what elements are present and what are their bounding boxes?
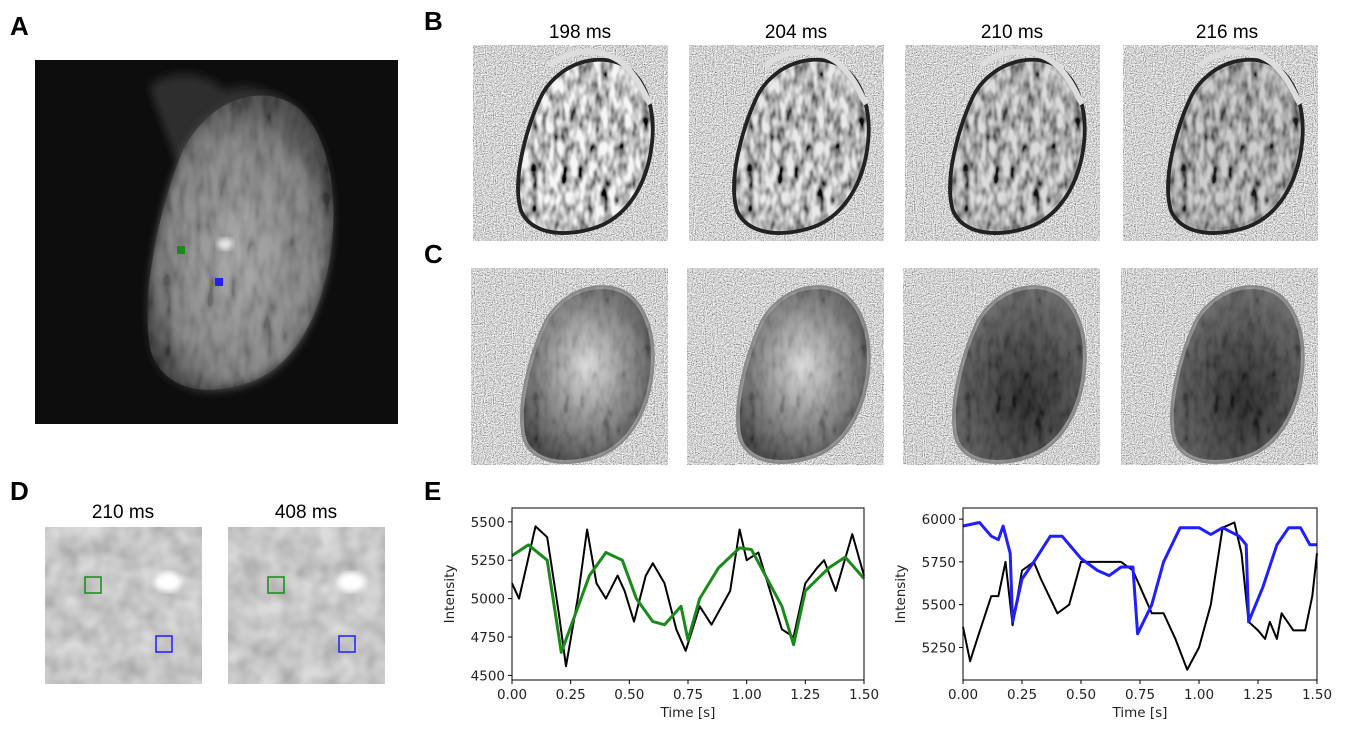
y-tick-label: 4500: [471, 668, 505, 684]
y-tick-label: 6000: [922, 512, 956, 528]
y-tick-label: 5750: [922, 555, 956, 571]
frame-title: 210 ms: [981, 22, 1043, 43]
frame-title: 216 ms: [1196, 22, 1258, 43]
x-tick-label: 0.25: [556, 687, 586, 703]
heart-top: [1197, 48, 1303, 106]
frame-title: 210 ms: [92, 502, 154, 523]
x-tick-label: 0.00: [948, 687, 978, 703]
panel-e: 0.00 0.25 0.50 0.75 1.00 1.25 1.50 4500 4750 5000…: [442, 507, 1332, 721]
axes-frame: [962, 507, 1318, 681]
frame-image: [1121, 268, 1318, 465]
heart-shape: [147, 74, 334, 390]
texture: [228, 527, 385, 684]
x-tick-label: 0.50: [614, 687, 644, 703]
panel-label: B: [424, 6, 443, 36]
x-tick-label: 0.50: [1066, 687, 1096, 703]
y-tick-label: 5250: [471, 553, 505, 569]
x-tick-label: 1.25: [790, 687, 820, 703]
x-tick-label: 0.25: [1007, 687, 1037, 703]
zoom-image: [228, 527, 385, 684]
zoom-image: [45, 527, 202, 684]
y-axis-label: Intensity: [442, 565, 458, 624]
panel-label: A: [10, 11, 29, 41]
panel-d: 210 ms 408 ms: [45, 502, 385, 684]
x-tick-label: 1.00: [732, 687, 762, 703]
heart-shape: [952, 48, 1085, 231]
frame-image: [687, 268, 884, 465]
roi-green: [267, 576, 285, 594]
bright-spot: [217, 238, 233, 250]
x-tick-label: 0.75: [1125, 687, 1155, 703]
bright-spot: [154, 572, 182, 592]
x-tick-label: 1.50: [849, 687, 879, 703]
x-tick-label: 0.75: [673, 687, 703, 703]
frame-title: 198 ms: [549, 22, 611, 43]
heart-image: [35, 60, 398, 424]
x-tick-label: 1.50: [1302, 687, 1332, 703]
texture: [45, 527, 202, 684]
x-tick-label: 1.00: [1184, 687, 1214, 703]
bright-spot: [337, 572, 365, 592]
x-tick-label: 1.25: [1243, 687, 1273, 703]
heart-shape: [736, 48, 869, 231]
data-line: [511, 543, 866, 654]
y-tick-label: 5250: [922, 640, 956, 656]
y-axis-label: Intensity: [893, 565, 909, 624]
heart-top: [763, 48, 869, 106]
roi-marker-green: [177, 246, 185, 254]
frame-title: 408 ms: [275, 502, 337, 523]
frame-image: [903, 268, 1100, 465]
frame-title: 204 ms: [765, 22, 827, 43]
roi-marker-blue: [215, 278, 223, 286]
frame-image: [689, 45, 884, 241]
y-tick-label: 4750: [471, 630, 505, 646]
frame-image: [473, 45, 668, 241]
panel-label: C: [424, 239, 443, 269]
roi-green: [84, 576, 102, 594]
data-line: [962, 521, 1318, 671]
frame-image: [1123, 45, 1318, 241]
roi-blue: [338, 635, 356, 653]
heart-top: [547, 48, 653, 106]
y-tick-label: 5500: [922, 598, 956, 614]
data-line: [962, 521, 1317, 636]
frame-image: [471, 268, 668, 465]
y-tick-label: 5500: [471, 515, 505, 531]
x-axis-label: Time [s]: [660, 705, 716, 721]
heart-shape: [520, 48, 653, 231]
heart-top: [979, 48, 1085, 106]
panel-b: 198 ms 204 ms 210 ms 216 ms: [473, 22, 1318, 241]
x-tick-label: 0.00: [497, 687, 527, 703]
frame-image: [905, 45, 1100, 241]
heart-shape: [1170, 48, 1303, 231]
blur-overlay: [228, 527, 385, 684]
x-axis-label: Time [s]: [1112, 705, 1168, 721]
roi-blue: [155, 635, 173, 653]
blur-overlay: [45, 527, 202, 684]
data-line: [511, 525, 865, 668]
panel-c: [471, 268, 1318, 465]
panel-label: E: [424, 476, 441, 506]
panel-label: D: [10, 476, 29, 506]
y-tick-label: 5000: [471, 592, 505, 608]
